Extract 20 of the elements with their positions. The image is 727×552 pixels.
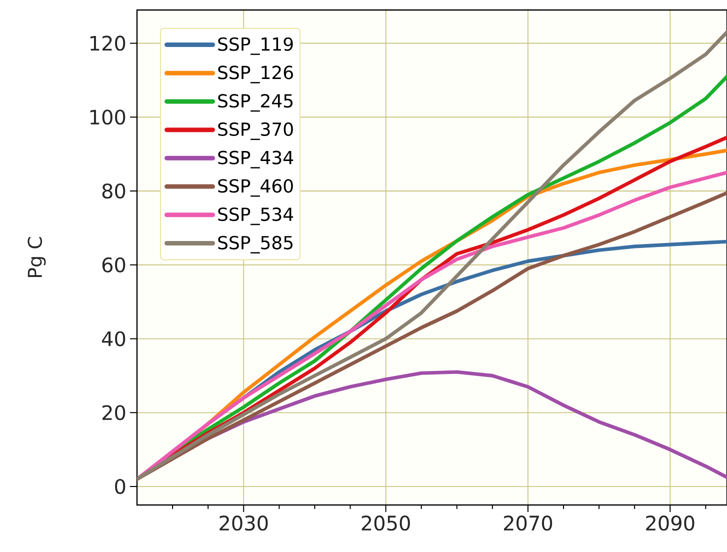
x-tick-label: 2070 (504, 516, 552, 531)
x-tick-label: 2030 (220, 516, 268, 531)
x-tick-label: 2050 (362, 516, 410, 531)
y-tick-label: 120 (90, 36, 126, 51)
y-tick-label: 40 (102, 331, 126, 346)
legend-label: SSP_585 (218, 236, 293, 254)
legend-label: SSP_434 (218, 150, 294, 168)
y-tick-label: 100 (90, 110, 126, 125)
legend-label: SSP_460 (218, 179, 293, 197)
y-axis-title: Pg C (28, 237, 46, 278)
legend-label: SSP_119 (218, 37, 293, 55)
legend-label: SSP_245 (218, 94, 293, 112)
x-tick-label: 2090 (646, 516, 694, 531)
y-tick-label: 80 (102, 183, 126, 199)
y-tick-label: 20 (102, 405, 126, 420)
legend-label: SSP_370 (218, 122, 293, 140)
legend-label: SSP_534 (218, 207, 294, 226)
y-tick-label: 60 (102, 257, 126, 272)
y-tick-label: 0 (115, 478, 126, 494)
legend-label: SSP_126 (218, 66, 293, 84)
